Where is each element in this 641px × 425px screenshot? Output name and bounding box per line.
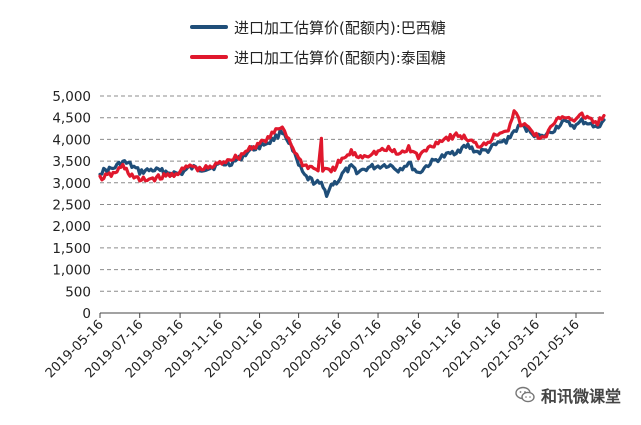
watermark-text: 和讯微课堂 [540,387,621,406]
wechat-icon [515,386,535,403]
legend-label-thailand: 进口加工估算价(配额内):泰国糖 [234,48,446,67]
y-tick-label: 500 [65,284,91,300]
y-tick-label: 3,500 [52,154,91,170]
y-tick-label: 4,500 [52,111,91,127]
legend-swatch-thailand [190,55,228,59]
legend-label-brazil: 进口加工估算价(配额内):巴西糖 [234,18,446,37]
series-line-thailand [98,109,606,183]
legend-item-thailand: 进口加工估算价(配额内):泰国糖 [190,42,446,72]
y-tick-label: 4,000 [52,132,91,148]
y-tick-label: 3,000 [52,176,91,192]
series-line-brazil [98,117,606,198]
y-tick-label: 1,500 [52,241,91,257]
y-tick-label: 2,000 [52,219,91,235]
legend-swatch-brazil [190,25,228,29]
legend: 进口加工估算价(配额内):巴西糖 进口加工估算价(配额内):泰国糖 [190,12,446,72]
y-tick-label: 2,500 [52,198,91,214]
y-tick-label: 1,000 [52,263,91,279]
legend-item-brazil: 进口加工估算价(配额内):巴西糖 [190,12,446,42]
y-tick-label: 0 [82,306,91,322]
y-tick-label: 5,000 [52,89,91,105]
watermark: 和讯微课堂 [515,383,621,407]
